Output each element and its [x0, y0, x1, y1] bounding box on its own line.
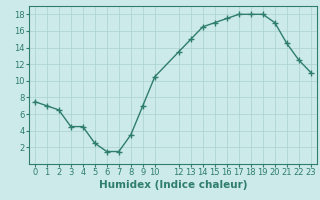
X-axis label: Humidex (Indice chaleur): Humidex (Indice chaleur): [99, 180, 247, 190]
